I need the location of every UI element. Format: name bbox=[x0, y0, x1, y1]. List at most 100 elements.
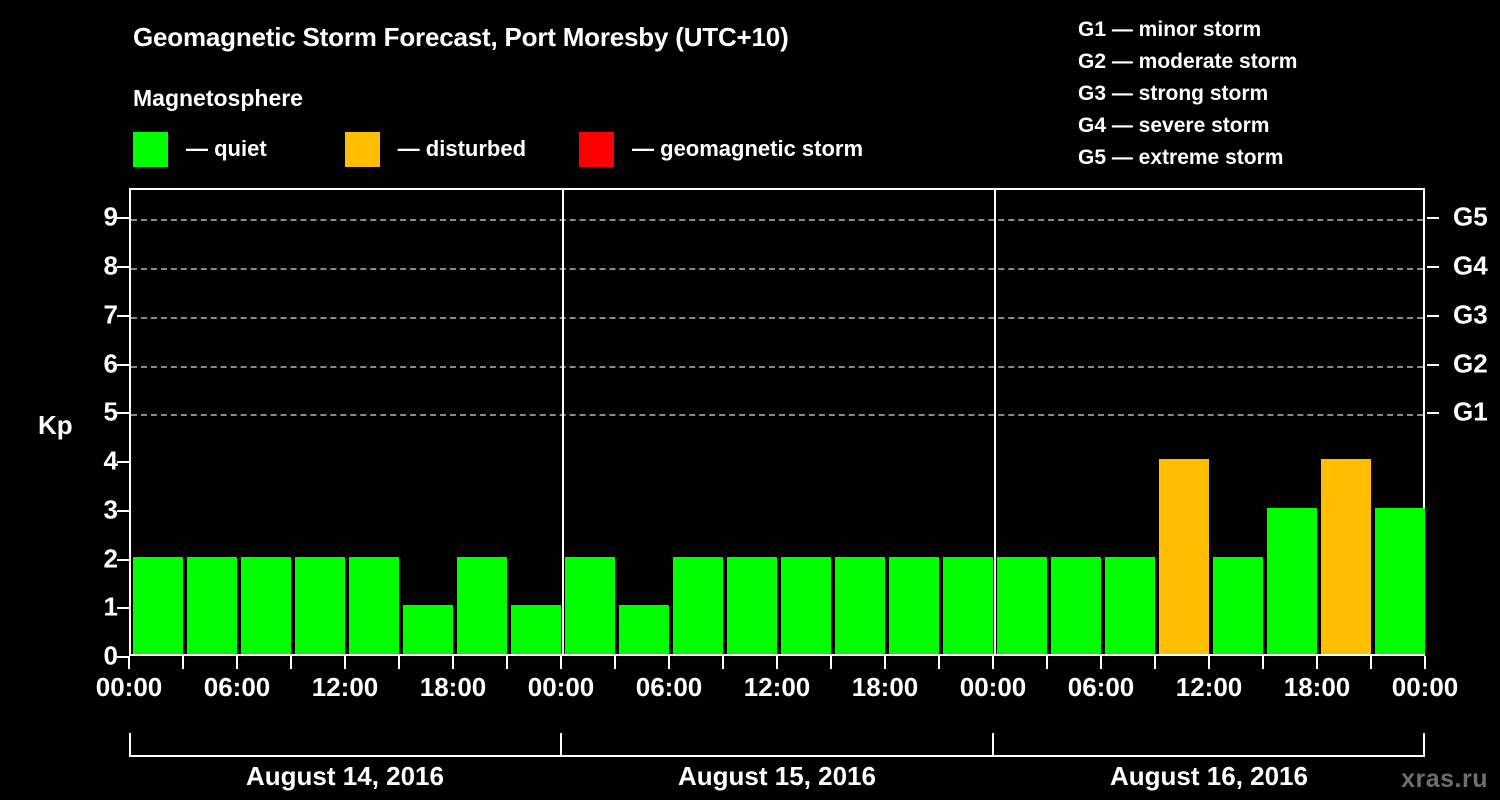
y-axis-labels-right: G1 G2 G3 G4 G5 bbox=[1427, 188, 1500, 656]
bar bbox=[943, 556, 993, 654]
legend-label-quiet: — quiet bbox=[186, 136, 267, 161]
y-axis-title: Kp bbox=[38, 410, 73, 440]
y-tick-label: 3 bbox=[103, 494, 118, 525]
day-label: August 15, 2016 bbox=[678, 761, 876, 791]
y-axis-ticks-left bbox=[117, 188, 130, 658]
g-tick-label: G1 bbox=[1453, 396, 1488, 427]
y-tick-mark bbox=[117, 266, 129, 268]
y-tick-label: 2 bbox=[103, 543, 118, 573]
x-tick-mark bbox=[506, 656, 508, 669]
bar bbox=[1213, 556, 1263, 654]
x-tick-mark bbox=[560, 656, 562, 669]
page-title: Geomagnetic Storm Forecast, Port Moresby… bbox=[133, 22, 789, 52]
x-tick-mark bbox=[614, 656, 616, 669]
g-scale-item-g3: G3 — strong storm bbox=[1078, 82, 1269, 105]
bar bbox=[511, 605, 561, 654]
g-scale-item-g5: G5 — extreme storm bbox=[1078, 146, 1284, 169]
bar bbox=[349, 556, 399, 654]
g-tick-label: G5 bbox=[1453, 201, 1488, 232]
y-tick-mark bbox=[117, 363, 129, 366]
bar bbox=[835, 556, 885, 654]
g-tick-mark bbox=[1427, 412, 1439, 415]
legend-label-storm: — geomagnetic storm bbox=[632, 136, 864, 161]
legend-heading: Magnetosphere bbox=[133, 85, 303, 111]
legend-label-disturbed: — disturbed bbox=[397, 136, 527, 161]
bar bbox=[133, 556, 183, 654]
bar bbox=[1105, 556, 1155, 654]
y-tick-mark bbox=[117, 217, 129, 220]
x-tick-label: 18:00 bbox=[1283, 672, 1351, 702]
bar bbox=[997, 556, 1047, 654]
bracket-tick bbox=[129, 733, 131, 757]
storm-swatch bbox=[579, 131, 615, 167]
x-tick-label: 12:00 bbox=[311, 672, 379, 702]
bar bbox=[781, 556, 831, 654]
x-tick-mark bbox=[398, 656, 400, 669]
x-tick-label: 06:00 bbox=[1067, 672, 1135, 702]
y-tick-label: 0 bbox=[103, 640, 118, 671]
x-tick-mark bbox=[830, 656, 832, 669]
x-tick-mark bbox=[236, 656, 238, 669]
y-tick-mark bbox=[117, 656, 129, 658]
day-label: August 16, 2016 bbox=[1110, 761, 1308, 791]
bar bbox=[727, 556, 777, 654]
g-scale-item-g2: G2 — moderate storm bbox=[1078, 50, 1298, 73]
y-tick-label: 7 bbox=[103, 299, 118, 330]
x-axis-ticks bbox=[128, 656, 1426, 670]
x-tick-mark bbox=[182, 656, 184, 669]
gridline bbox=[131, 316, 1423, 319]
y-tick-label: 6 bbox=[103, 348, 118, 378]
x-tick-label: 00:00 bbox=[959, 672, 1027, 702]
quiet-swatch bbox=[133, 131, 168, 167]
x-tick-mark bbox=[776, 656, 778, 669]
x-tick-mark bbox=[452, 656, 454, 669]
y-tick-mark bbox=[117, 461, 129, 463]
legend-item-storm: — geomagnetic storm bbox=[579, 131, 864, 167]
x-tick-label: 00:00 bbox=[527, 672, 595, 702]
day-separator bbox=[994, 190, 996, 654]
x-tick-mark bbox=[1208, 656, 1210, 669]
bar bbox=[1321, 459, 1371, 654]
x-axis-labels: 00:00 06:00 12:00 18:00 00:00 06:00 12:00 18:00… bbox=[96, 672, 1459, 712]
bar bbox=[241, 556, 291, 654]
bar bbox=[889, 556, 939, 654]
x-tick-mark bbox=[1100, 656, 1102, 669]
x-tick-label: 00:00 bbox=[1391, 672, 1459, 702]
x-tick-label: 06:00 bbox=[203, 672, 271, 702]
legend: — quiet — disturbed — geomagnetic storm bbox=[133, 131, 863, 167]
g-scale-item-g4: G4 — severe storm bbox=[1078, 114, 1270, 137]
g-scale-item-g1: G1 — minor storm bbox=[1078, 18, 1262, 41]
y-tick-label: 1 bbox=[103, 591, 118, 622]
x-tick-label: 12:00 bbox=[1175, 672, 1243, 702]
bracket-line bbox=[129, 755, 1425, 757]
bars-layer bbox=[131, 190, 1425, 654]
y-tick-mark bbox=[117, 412, 129, 415]
x-tick-mark bbox=[884, 656, 886, 669]
legend-item-disturbed: — disturbed bbox=[344, 131, 527, 167]
watermark: xras.ru bbox=[1401, 765, 1488, 793]
x-tick-mark bbox=[290, 656, 292, 669]
x-tick-label: 00:00 bbox=[95, 672, 163, 702]
x-tick-mark bbox=[1316, 656, 1318, 669]
bar bbox=[403, 605, 453, 654]
bar bbox=[187, 556, 237, 654]
x-tick-mark bbox=[668, 656, 670, 669]
g-tick-label: G2 bbox=[1453, 348, 1488, 378]
x-tick-label: 06:00 bbox=[635, 672, 703, 702]
plot-inner bbox=[131, 190, 1425, 654]
g-tick-mark bbox=[1427, 217, 1439, 220]
bracket-tick bbox=[1423, 733, 1425, 757]
x-tick-mark bbox=[1370, 656, 1372, 669]
legend-item-quiet: — quiet bbox=[133, 131, 267, 167]
y-tick-label: 8 bbox=[103, 250, 118, 281]
gridline bbox=[131, 219, 1423, 222]
gridline bbox=[131, 365, 1423, 368]
x-tick-mark bbox=[1262, 656, 1264, 669]
x-tick-mark bbox=[722, 656, 724, 669]
x-tick-mark bbox=[938, 656, 940, 669]
y-tick-label: 5 bbox=[103, 396, 118, 427]
g-tick-label: G4 bbox=[1453, 250, 1488, 281]
y-axis-labels-left: 0 1 2 3 4 5 6 7 8 9 bbox=[58, 188, 118, 671]
x-tick-mark bbox=[1424, 656, 1426, 669]
